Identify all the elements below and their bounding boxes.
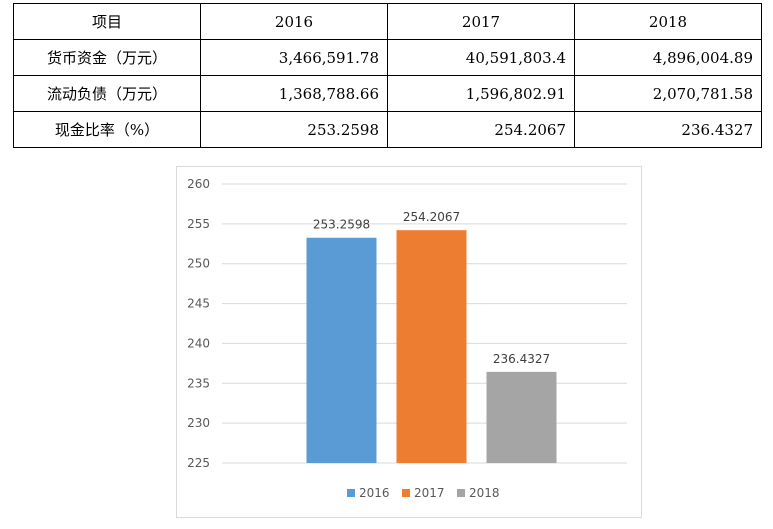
table-row: 流动负债（万元） 1,368,788.66 1,596,802.91 2,070… (13, 75, 762, 112)
header-cell: 2017 (387, 3, 575, 40)
y-tick-label: 255 (187, 217, 210, 231)
table-cell: 40,591,803.4 (387, 39, 575, 76)
table-header-row: 项目 2016 2017 2018 (13, 3, 762, 40)
legend-swatch-2016 (347, 489, 355, 497)
bar-chart: 225 230 235 240 245 250 255 260 253.2598 254.2067… (176, 166, 642, 518)
bar-2016 (306, 237, 377, 463)
data-label: 253.2598 (313, 218, 370, 232)
y-tick-label: 235 (187, 376, 210, 390)
y-tick-label: 245 (187, 297, 210, 311)
row-label: 流动负债（万元） (13, 75, 201, 112)
table-row: 货币资金（万元） 3,466,591.78 40,591,803.4 4,896… (13, 39, 762, 76)
legend-label: 2016 (359, 486, 390, 500)
legend-label: 2017 (414, 486, 445, 500)
bar-2018 (486, 371, 557, 463)
data-label: 236.4327 (493, 352, 550, 366)
table-cell: 254.2067 (387, 111, 575, 148)
y-tick-label: 230 (187, 416, 210, 430)
table-cell: 236.4327 (574, 111, 762, 148)
y-tick-label: 250 (187, 257, 210, 271)
table-cell: 4,896,004.89 (574, 39, 762, 76)
legend-swatch-2018 (457, 489, 465, 497)
chart-svg: 225 230 235 240 245 250 255 260 253.2598 254.2067… (187, 177, 627, 500)
legend-label: 2018 (469, 486, 500, 500)
data-table: 项目 2016 2017 2018 货币资金（万元） 3,466,591.78 … (13, 3, 762, 148)
y-tick-label: 260 (187, 177, 210, 191)
row-label: 货币资金（万元） (13, 39, 201, 76)
header-cell: 项目 (13, 3, 201, 40)
table-cell: 1,596,802.91 (387, 75, 575, 112)
data-label: 254.2067 (403, 210, 460, 224)
header-cell: 2018 (574, 3, 762, 40)
table-cell: 2,070,781.58 (574, 75, 762, 112)
y-tick-label: 240 (187, 336, 210, 350)
row-label: 现金比率（%） (13, 111, 201, 148)
table-cell: 253.2598 (200, 111, 388, 148)
y-tick-label: 225 (187, 456, 210, 470)
table-cell: 3,466,591.78 (200, 39, 388, 76)
header-cell: 2016 (200, 3, 388, 40)
legend-swatch-2017 (402, 489, 410, 497)
table-row: 现金比率（%） 253.2598 254.2067 236.4327 (13, 111, 762, 148)
bar-2017 (396, 230, 467, 463)
table-cell: 1,368,788.66 (200, 75, 388, 112)
